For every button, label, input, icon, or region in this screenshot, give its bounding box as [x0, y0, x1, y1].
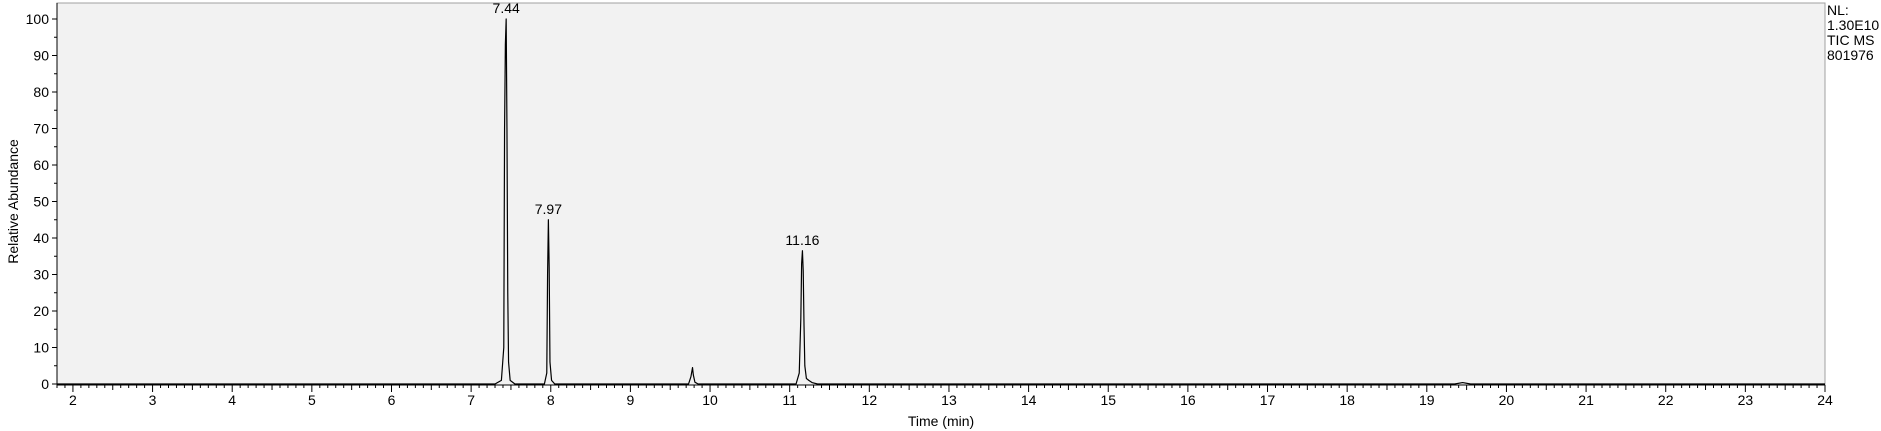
y-tick-label: 20: [33, 303, 49, 319]
x-tick-label: 4: [228, 392, 236, 408]
y-tick-label: 100: [26, 11, 50, 27]
y-tick-label: 40: [33, 230, 49, 246]
x-tick-label: 8: [547, 392, 555, 408]
x-tick-label: 22: [1658, 392, 1674, 408]
x-axis-title: Time (min): [908, 413, 974, 429]
y-tick-label: 70: [33, 121, 49, 137]
x-tick-label: 18: [1339, 392, 1355, 408]
x-tick-label: 21: [1578, 392, 1594, 408]
info-nl-label: NL:: [1827, 2, 1849, 18]
info-scan-filter: TIC MS: [1827, 32, 1874, 48]
tic-trace: [57, 18, 1825, 385]
x-tick-label: 2: [69, 392, 77, 408]
y-tick-label: 60: [33, 157, 49, 173]
x-tick-label: 13: [941, 392, 957, 408]
y-tick-label: 30: [33, 267, 49, 283]
x-tick-label: 20: [1499, 392, 1515, 408]
y-tick-label: 0: [41, 376, 49, 392]
x-tick-label: 14: [1021, 392, 1037, 408]
y-axis: 0 10 20 30 40 50 60 70 80 90 100: [26, 3, 58, 392]
x-tick-label: 19: [1419, 392, 1435, 408]
y-tick-label: 10: [33, 340, 49, 356]
y-axis-title: Relative Abundance: [5, 139, 21, 264]
peak-labels: 7.44 7.97 11.16: [493, 0, 820, 248]
x-tick-label: 17: [1260, 392, 1276, 408]
y-tick-label: 90: [33, 48, 49, 64]
x-tick-label: 23: [1738, 392, 1754, 408]
x-tick-label: 11: [782, 392, 797, 408]
x-tick-label: 15: [1100, 392, 1116, 408]
x-tick-label: 9: [627, 392, 635, 408]
x-tick-label: 16: [1180, 392, 1196, 408]
plot-area: [56, 2, 1826, 386]
peak-label: 7.97: [535, 201, 562, 217]
x-tick-label: 5: [308, 392, 316, 408]
x-tick-label: 24: [1817, 392, 1833, 408]
x-tick-label: 6: [388, 392, 396, 408]
x-tick-label: 3: [149, 392, 157, 408]
y-tick-label: 50: [33, 194, 49, 210]
x-axis: 2 3 4 5 6 7 8 9 10 11 12 13 14 15 16 17 18 19 20 21 22 23 24: [56, 384, 1833, 408]
peak-label: 11.16: [785, 232, 819, 248]
y-tick-label: 80: [33, 84, 49, 100]
x-tick-label: 12: [862, 392, 878, 408]
x-tick-label: 7: [467, 392, 475, 408]
trace-layer: [57, 18, 1825, 385]
info-block: NL: 1.30E10 TIC MS 801976: [1827, 2, 1879, 63]
x-tick-label: 10: [702, 392, 718, 408]
peak-label: 7.44: [493, 0, 520, 16]
info-nl-value: 1.30E10: [1827, 17, 1879, 33]
info-file-id: 801976: [1827, 47, 1874, 63]
